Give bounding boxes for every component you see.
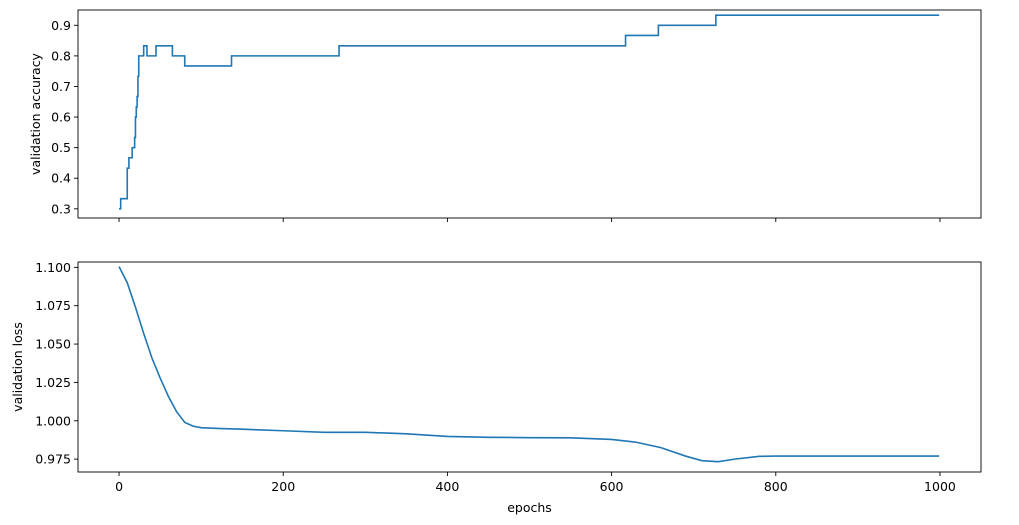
loss-x-tick-label: 1000 <box>924 479 956 494</box>
loss-x-tick-label: 800 <box>764 479 788 494</box>
loss-y-axis-label: validation loss <box>10 322 25 412</box>
accuracy-x-ticks <box>118 218 941 222</box>
accuracy-y-tick-label: 0.3 <box>51 201 71 216</box>
loss-x-ticks: 0 200 400 600 800 1000 <box>115 472 956 494</box>
accuracy-line <box>119 14 940 210</box>
accuracy-panel: 0.3 0.4 0.5 0.6 0.7 0.8 0.9 validation accurac… <box>28 9 982 222</box>
accuracy-y-tick-label: 0.4 <box>51 171 71 186</box>
accuracy-y-tick-label: 0.8 <box>51 48 71 63</box>
accuracy-y-tick-label: 0.9 <box>51 18 71 33</box>
loss-x-tick-label: 400 <box>435 479 459 494</box>
loss-x-tick-label: 200 <box>271 479 295 494</box>
loss-x-tick-label: 0 <box>115 479 123 494</box>
loss-y-tick-label: 1.075 <box>35 298 71 313</box>
accuracy-plot-frame <box>77 9 982 219</box>
loss-y-tick-label: 1.000 <box>35 413 71 428</box>
accuracy-y-tick-label: 0.7 <box>51 79 71 94</box>
accuracy-y-axis-label: validation accuracy <box>28 52 43 175</box>
loss-y-tick-label: 1.100 <box>35 260 71 275</box>
accuracy-y-tick-label: 0.5 <box>51 140 71 155</box>
loss-y-ticks: 0.975 1.000 1.025 1.050 1.075 1.100 <box>35 260 78 467</box>
loss-y-tick-label: 0.975 <box>35 452 71 467</box>
loss-x-tick-label: 600 <box>600 479 624 494</box>
loss-x-axis-label: epochs <box>507 500 552 515</box>
loss-y-tick-label: 1.050 <box>35 337 71 352</box>
accuracy-y-ticks: 0.3 0.4 0.5 0.6 0.7 0.8 0.9 <box>51 18 78 216</box>
accuracy-y-tick-label: 0.6 <box>51 110 71 125</box>
loss-y-tick-label: 1.025 <box>35 375 71 390</box>
loss-line <box>118 266 940 463</box>
loss-panel: 0.975 1.000 1.025 1.050 1.075 1.100 0 200 400 60… <box>10 260 982 515</box>
loss-plot-frame <box>77 261 982 473</box>
